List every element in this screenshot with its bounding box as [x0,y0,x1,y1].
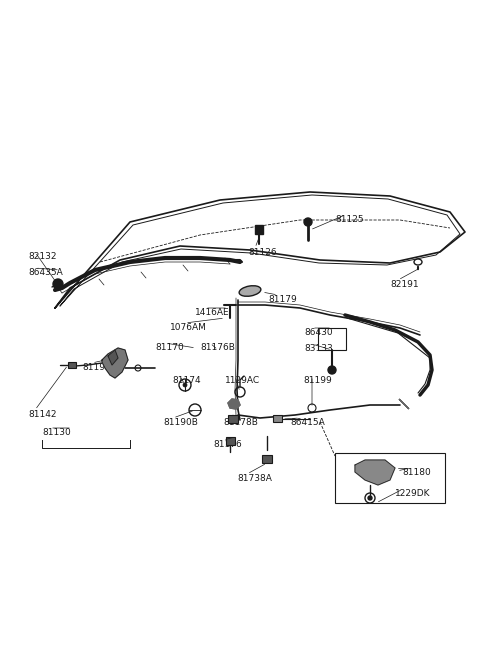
Text: 86415A: 86415A [290,418,325,427]
Text: 81179: 81179 [268,295,297,304]
Circle shape [53,279,63,289]
Ellipse shape [239,286,261,296]
Polygon shape [108,350,118,365]
Circle shape [183,383,187,387]
Text: 86430: 86430 [304,328,333,337]
Text: 81176: 81176 [213,440,242,449]
Text: 81125: 81125 [335,215,364,224]
FancyBboxPatch shape [255,225,263,234]
Text: 81738A: 81738A [237,474,272,483]
FancyBboxPatch shape [273,415,282,422]
Polygon shape [228,399,240,409]
Circle shape [304,218,312,226]
FancyBboxPatch shape [226,437,235,445]
Text: 1416AE: 1416AE [195,308,229,317]
Text: 81180: 81180 [402,468,431,477]
Polygon shape [355,460,395,485]
Polygon shape [102,348,128,378]
Text: 81190B: 81190B [163,418,198,427]
Text: 81142: 81142 [28,410,57,419]
Text: 83133: 83133 [304,344,333,353]
Text: 81193A: 81193A [82,363,117,372]
Text: 1229DK: 1229DK [395,489,431,498]
Text: 81178B: 81178B [223,418,258,427]
Text: 86435A: 86435A [28,268,63,277]
Text: 82191: 82191 [390,280,419,289]
Text: 81130: 81130 [42,428,71,437]
FancyBboxPatch shape [262,455,272,463]
Text: 81170: 81170 [155,343,184,352]
Text: 81176B: 81176B [200,343,235,352]
Text: 81174: 81174 [172,376,201,385]
Circle shape [328,366,336,374]
Ellipse shape [414,259,422,265]
FancyBboxPatch shape [318,328,346,350]
Polygon shape [228,399,240,409]
Text: 1076AM: 1076AM [170,323,207,332]
Text: 81199: 81199 [303,376,332,385]
Polygon shape [399,399,409,409]
Text: 81126: 81126 [248,248,276,257]
FancyBboxPatch shape [335,453,445,503]
Text: 82132: 82132 [28,252,57,261]
Circle shape [368,496,372,500]
Text: 1129AC: 1129AC [225,376,260,385]
FancyBboxPatch shape [68,362,76,368]
FancyBboxPatch shape [228,415,238,423]
